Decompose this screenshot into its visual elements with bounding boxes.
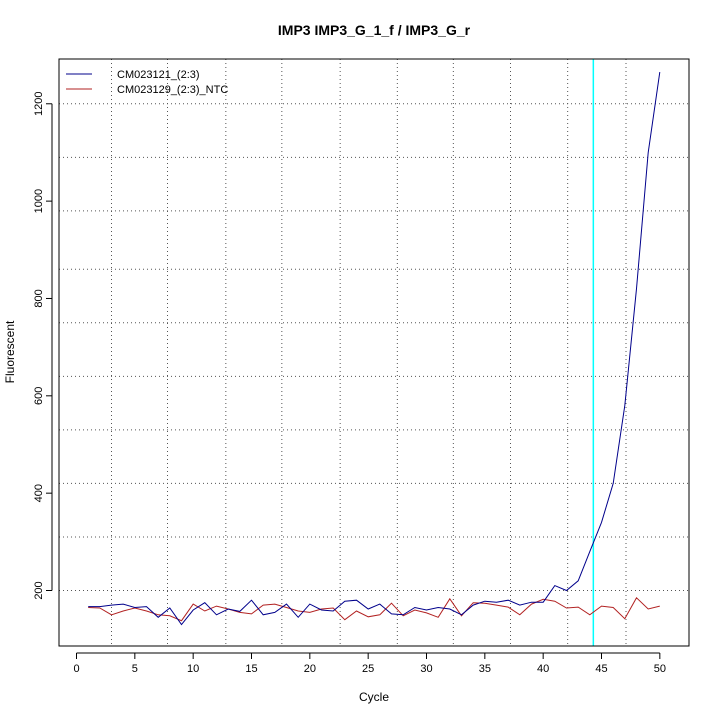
y-tick-label: 800 xyxy=(33,289,45,307)
series-lines xyxy=(88,72,661,626)
x-tick-label: 0 xyxy=(73,663,79,675)
legend-label: CM023121_(2:3) xyxy=(117,69,200,81)
y-tick-label: 200 xyxy=(33,581,45,599)
x-tick-label: 10 xyxy=(187,663,199,675)
y-tick-label: 1000 xyxy=(33,189,45,213)
legend-label: CM023129_(2:3)_NTC xyxy=(117,84,228,96)
legend: CM023121_(2:3) CM023129_(2:3)_NTC xyxy=(66,69,228,96)
x-tick-label: 30 xyxy=(420,663,432,675)
series-line xyxy=(88,596,660,622)
plot-frame xyxy=(58,58,690,647)
x-axis: 0 5 10 15 20 25 30 35 40 45 50 xyxy=(73,652,666,675)
x-tick-label: 50 xyxy=(654,663,666,675)
y-axis: 200 400 600 800 1000 1200 xyxy=(33,92,53,600)
y-tick-label: 600 xyxy=(33,387,45,405)
y-axis-label: Fluorescent xyxy=(3,320,17,383)
x-tick-label: 15 xyxy=(245,663,257,675)
chart-title: IMP3 IMP3_G_1_f / IMP3_G_r xyxy=(278,22,471,38)
x-tick-label: 5 xyxy=(132,663,138,675)
y-tick-label: 1200 xyxy=(33,92,45,116)
series-line xyxy=(88,72,661,626)
x-tick-label: 45 xyxy=(595,663,607,675)
x-tick-label: 40 xyxy=(537,663,549,675)
x-axis-label: Cycle xyxy=(359,690,389,704)
y-tick-label: 400 xyxy=(33,484,45,502)
x-tick-label: 35 xyxy=(479,663,491,675)
grid-lines xyxy=(59,59,689,646)
x-tick-label: 25 xyxy=(362,663,374,675)
x-tick-label: 20 xyxy=(304,663,316,675)
